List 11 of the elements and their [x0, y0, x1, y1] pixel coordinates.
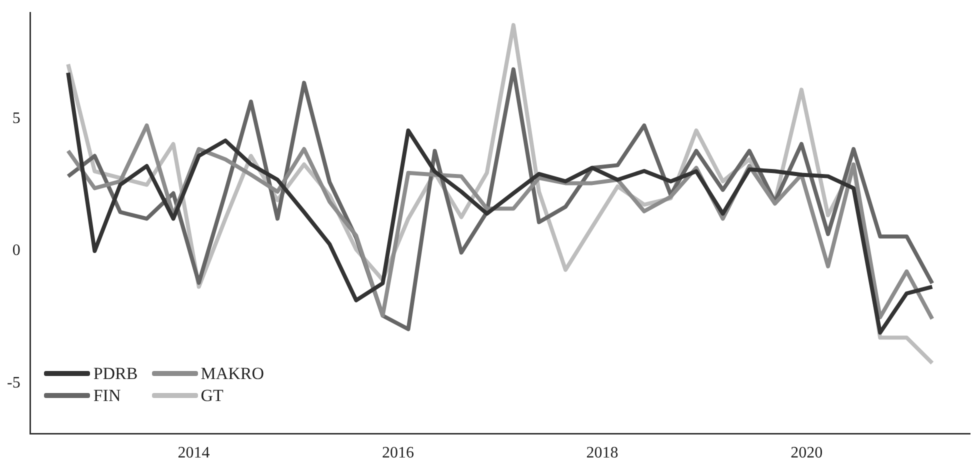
legend-label: MAKRO	[200, 364, 264, 384]
legend-label: FIN	[93, 386, 121, 406]
y-tick-label: 5	[12, 110, 20, 127]
x-tick-label: 2016	[382, 444, 414, 462]
legend-label: PDRB	[93, 364, 138, 384]
x-tick-label: 2018	[586, 444, 618, 462]
y-tick-label: -5	[7, 374, 20, 392]
x-tick-label: 2020	[790, 444, 823, 462]
legend-label: GT	[200, 386, 224, 406]
y-tick-label: 0	[12, 242, 20, 260]
x-tick-label: 2014	[178, 444, 210, 462]
